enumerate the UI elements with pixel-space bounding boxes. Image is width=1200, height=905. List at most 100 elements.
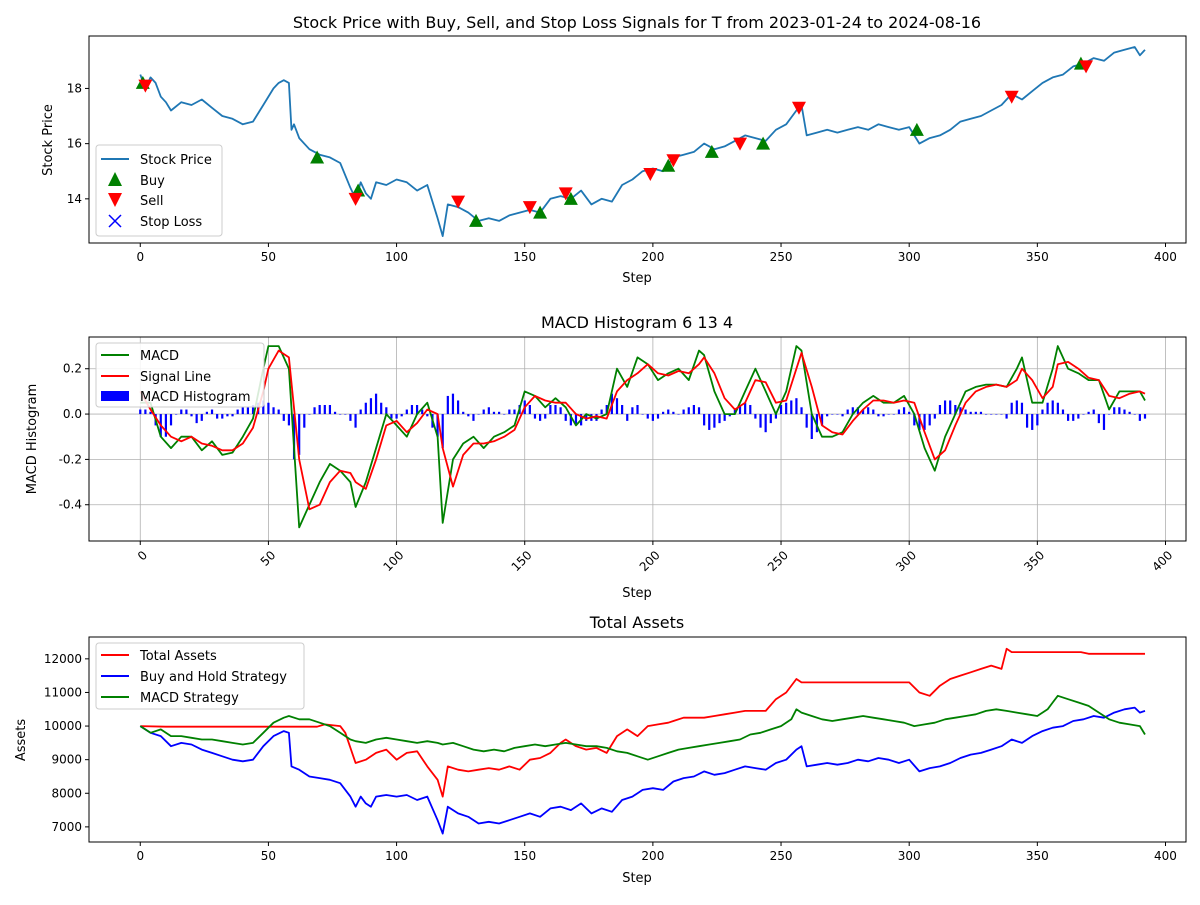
histogram-bar <box>210 409 214 415</box>
histogram-bar <box>764 414 767 433</box>
macd-y-axis-label: MACD Histogram <box>25 384 40 495</box>
histogram-bar <box>482 409 485 415</box>
assets-plot-area <box>88 636 1187 843</box>
histogram-bar <box>718 414 721 424</box>
histogram-bar <box>1031 414 1034 430</box>
macd-legend: MACD Signal Line MACD Histogram <box>95 342 265 408</box>
histogram-bar <box>272 407 275 415</box>
histogram-bar <box>441 414 444 449</box>
histogram-bar <box>195 414 198 424</box>
histogram-bar <box>503 414 506 415</box>
histogram-bar <box>687 407 690 415</box>
price-y-tick-label: 18 <box>67 81 82 95</box>
histogram-bar <box>554 405 557 415</box>
histogram-bar <box>790 400 793 415</box>
histogram-bar <box>646 414 649 419</box>
histogram-bar <box>354 414 357 428</box>
histogram-bar <box>374 393 378 415</box>
histogram-bar <box>667 409 670 415</box>
price-x-tick-label: 250 <box>770 250 793 264</box>
histogram-bar <box>1143 414 1147 419</box>
histogram-bar <box>467 414 470 417</box>
histogram-bar <box>359 409 362 415</box>
price-plot-area <box>88 35 1187 244</box>
histogram-bar <box>462 411 465 415</box>
assets-legend-box <box>95 642 305 710</box>
macd-strategy-line <box>139 694 1146 761</box>
histogram-bar <box>810 414 813 439</box>
histogram-bar <box>626 414 629 421</box>
histogram-bar <box>180 409 183 415</box>
histogram-bar <box>631 407 634 415</box>
price-chart-panel: Stock Price with Buy, Sell, and Stop Los… <box>41 13 1187 286</box>
macd-y-tick-label: -0.2 <box>59 452 82 466</box>
histogram-bar <box>1056 402 1059 415</box>
histogram-bar <box>984 414 988 415</box>
price-x-tick-label: 0 <box>136 250 144 264</box>
histogram-bar <box>364 402 367 415</box>
histogram-bar <box>246 407 250 415</box>
histogram-bar <box>144 409 147 415</box>
histogram-bar <box>682 409 685 415</box>
histogram-bar <box>795 398 798 415</box>
buy-marker <box>310 150 325 164</box>
histogram-bar <box>769 414 772 424</box>
price-x-tick-label: 300 <box>898 250 921 264</box>
histogram-bar <box>1077 414 1080 419</box>
histogram-bar <box>867 407 870 415</box>
histogram-bar <box>298 414 301 455</box>
buy-marker <box>704 144 719 158</box>
histogram-bar <box>400 414 403 417</box>
histogram-bar <box>651 414 654 421</box>
price-x-tick-label: 350 <box>1026 250 1049 264</box>
histogram-bar <box>959 407 962 415</box>
price-chart-title: Stock Price with Buy, Sell, and Stop Los… <box>293 13 981 32</box>
histogram-bar <box>708 414 711 430</box>
assets-x-tick-label: 250 <box>770 849 793 863</box>
histogram-bar <box>1066 414 1070 421</box>
assets-x-tick-label: 100 <box>385 849 408 863</box>
histogram-bar <box>226 414 229 417</box>
price-y-tick-label: 16 <box>67 137 82 151</box>
histogram-bar <box>1000 414 1003 415</box>
histogram-bar <box>149 411 152 415</box>
buy-marker <box>756 136 771 150</box>
histogram-bar <box>569 414 572 426</box>
histogram-bar <box>846 409 849 415</box>
histogram-bar <box>692 405 695 415</box>
histogram-bar <box>913 414 916 426</box>
price-legend: Stock Price Buy Sell Stop Loss <box>95 144 223 237</box>
sell-marker <box>1079 60 1094 74</box>
macd-y-tick-label: -0.4 <box>59 498 82 512</box>
legend-buy-and-hold-label: Buy and Hold Strategy <box>140 670 287 685</box>
histogram-bar <box>1138 414 1141 421</box>
histogram-bar <box>344 414 347 415</box>
sell-marker <box>522 201 537 215</box>
histogram-bar <box>349 414 352 421</box>
histogram-bar <box>1041 409 1044 415</box>
histogram-bar <box>528 405 531 415</box>
histogram-bar <box>251 405 255 415</box>
histogram-bar <box>636 405 639 415</box>
assets-x-tick-label: 400 <box>1154 849 1177 863</box>
histogram-bar <box>672 411 675 415</box>
histogram-bar <box>472 414 475 421</box>
buy-marker <box>533 205 548 219</box>
histogram-bar <box>1051 400 1054 415</box>
histogram-bar <box>990 414 993 415</box>
histogram-bar <box>826 414 829 417</box>
macd-y-tick-label: 0.2 <box>63 362 82 376</box>
histogram-bar <box>185 409 188 415</box>
histogram-bar <box>533 414 537 419</box>
histogram-bar <box>267 402 270 415</box>
histogram-bar <box>841 414 844 417</box>
histogram-bar <box>205 411 209 415</box>
sell-marker <box>791 101 806 115</box>
legend-macd-histogram-swatch <box>101 391 129 401</box>
sell-marker <box>643 168 658 181</box>
histogram-bar <box>918 414 921 430</box>
legend-macd-label: MACD <box>140 349 179 364</box>
histogram-bar <box>497 411 501 415</box>
histogram-bar <box>333 411 337 415</box>
histogram-bar <box>697 407 701 415</box>
